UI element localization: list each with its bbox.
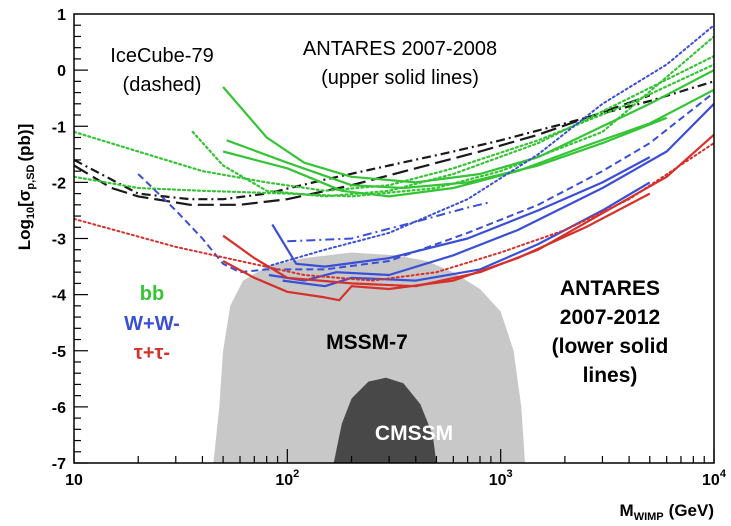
y-tick-label: -3 [52, 232, 66, 249]
x-tick-label: 103 [489, 468, 513, 489]
y-tick-label: 0 [57, 63, 66, 80]
antares-2012-label: ANTARES [560, 277, 660, 300]
legend-ww: W+W- [124, 313, 180, 335]
legend-bb: bb [140, 283, 164, 305]
series-icecube-longdash-1 [74, 94, 651, 206]
y-tick-label: -4 [52, 288, 66, 305]
y-tick-label: -2 [52, 175, 66, 192]
y-tick-label: -5 [52, 344, 66, 361]
series-bb-dotted-3 [74, 35, 714, 198]
series-bb-solid-7 [226, 116, 668, 190]
y-axis-title: Log10[σp,SD(pb)] [15, 124, 37, 251]
series-bb-solid-5 [222, 69, 714, 184]
ticklabel-layer: 10-1-2-3-4-5-6-710 102 103 104 [52, 7, 727, 489]
antares-2008-sublabel: (upper solid lines) [321, 67, 479, 89]
frame-layer [73, 13, 715, 464]
mssm7-label: MSSM-7 [326, 331, 408, 354]
x-axis-title: MWIMP (GeV) [620, 501, 714, 523]
series-ww-dashed-10 [137, 91, 714, 274]
x-tick-label: 102 [275, 468, 299, 489]
y-tick-label: 1 [57, 7, 66, 24]
x-tick-label: 10 [65, 472, 83, 489]
series-ww-solid-11 [271, 156, 651, 268]
x-tick-label: 104 [702, 468, 727, 489]
series-ww-solid-13 [282, 181, 651, 288]
antares-2012-sublabel-1: (lower solid [552, 335, 669, 358]
series-ww-dashdot-9 [287, 201, 492, 243]
cmssm-label: CMSSM [375, 422, 453, 445]
series-bb-dotted-2 [74, 63, 714, 192]
antares-2012-years: 2007-2012 [560, 306, 660, 329]
icecube-sublabel: (dashed) [123, 74, 202, 96]
legend-tt: τ+τ- [134, 342, 170, 364]
antares-2008-label: ANTARES 2007-2008 [303, 38, 497, 60]
series-ww-solid-12 [268, 103, 714, 282]
icecube-label: IceCube-79 [110, 45, 213, 67]
regions-layer [213, 252, 525, 463]
y-tick-label: -6 [52, 400, 66, 417]
series-ww-dotted-8 [265, 24, 714, 268]
series-tt-solid-16 [222, 133, 714, 288]
series-tt-dotted-14 [74, 142, 714, 282]
y-tick-label: -7 [52, 456, 66, 473]
y-tick-label: -1 [52, 119, 66, 136]
antares-2012-sublabel-2: lines) [583, 364, 638, 387]
series-layer [74, 24, 714, 302]
region-cmssm [333, 377, 437, 463]
series-bb-dotted-4 [191, 55, 714, 198]
series-icecube-dashdot-0 [74, 80, 714, 201]
region-mssm-7 [213, 252, 525, 463]
series-bb-solid-6 [222, 88, 714, 198]
